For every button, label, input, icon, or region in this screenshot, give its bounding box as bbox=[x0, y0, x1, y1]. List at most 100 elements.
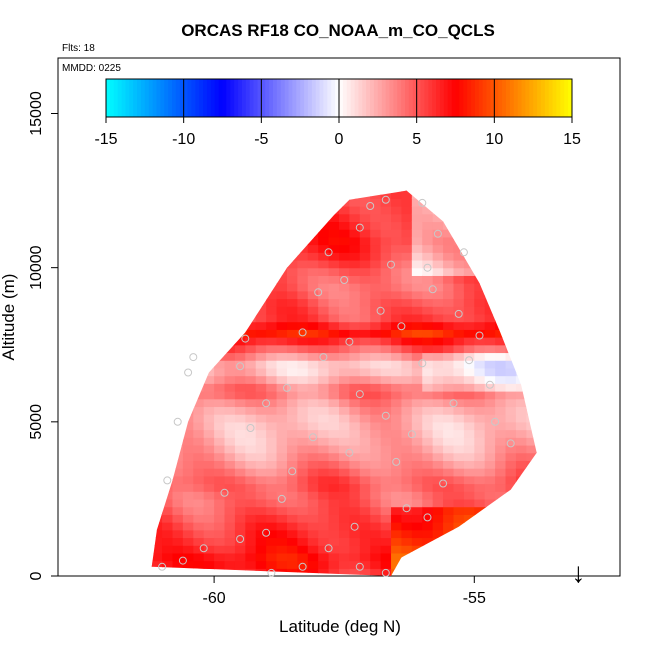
heat-cell bbox=[151, 437, 163, 446]
heat-cell bbox=[214, 483, 226, 492]
heat-cell bbox=[401, 421, 413, 431]
heat-cell bbox=[193, 437, 205, 446]
heat-cell bbox=[255, 290, 267, 300]
colorbar-swatch bbox=[249, 79, 255, 117]
heat-cell bbox=[339, 491, 351, 500]
sample-point bbox=[267, 568, 276, 577]
heat-cell bbox=[151, 460, 163, 469]
heat-cell bbox=[391, 298, 403, 307]
heat-cell bbox=[193, 298, 205, 307]
heat-cell bbox=[162, 283, 174, 292]
colorbar-swatch bbox=[137, 79, 142, 117]
heat-cell bbox=[151, 514, 153, 523]
heat-cell bbox=[255, 213, 267, 223]
heat-cell bbox=[370, 398, 382, 408]
heat-cell bbox=[297, 437, 309, 446]
heat-cell bbox=[359, 421, 371, 431]
heat-cell bbox=[484, 383, 496, 392]
heat-cell bbox=[391, 244, 403, 253]
heat-cell bbox=[359, 190, 371, 192]
heat-cell bbox=[526, 360, 537, 369]
heat-cell bbox=[359, 229, 371, 238]
heat-cell bbox=[453, 190, 465, 199]
heat-cell bbox=[286, 498, 298, 508]
heat-cell bbox=[484, 267, 496, 276]
heat-cell bbox=[359, 498, 371, 508]
heat-cell bbox=[443, 483, 455, 492]
heat-cell bbox=[203, 560, 215, 569]
heat-cell bbox=[422, 190, 434, 199]
heat-cell bbox=[463, 537, 475, 546]
heat-cell bbox=[391, 259, 403, 269]
heat-cell bbox=[505, 352, 517, 361]
heat-cell bbox=[537, 545, 548, 553]
heat-cell bbox=[266, 514, 278, 523]
heat-cell bbox=[339, 537, 351, 546]
heat-cell bbox=[328, 537, 340, 546]
heat-cell bbox=[193, 460, 205, 469]
heat-cell bbox=[484, 229, 496, 238]
heat-cell bbox=[203, 391, 215, 400]
heat-cell bbox=[349, 329, 361, 338]
colorbar-swatch bbox=[568, 79, 573, 117]
heat-cell bbox=[515, 360, 527, 369]
heat-cell bbox=[172, 398, 184, 408]
heat-cell bbox=[214, 337, 226, 346]
heat-cell bbox=[203, 306, 215, 315]
heat-cell bbox=[193, 444, 205, 454]
heat-cell bbox=[515, 491, 527, 500]
heat-cell bbox=[172, 429, 184, 438]
heat-cell bbox=[463, 429, 475, 438]
heat-cell bbox=[255, 283, 267, 292]
heat-cell bbox=[286, 206, 298, 215]
heat-cell bbox=[318, 306, 330, 315]
heat-cell bbox=[151, 213, 163, 223]
heat-cell bbox=[359, 206, 371, 215]
heat-cell bbox=[339, 406, 351, 415]
heat-cell bbox=[193, 421, 205, 431]
heat-cell bbox=[214, 460, 226, 469]
heat-cell bbox=[474, 206, 486, 215]
heat-cell bbox=[328, 421, 340, 431]
heat-cell bbox=[515, 529, 527, 539]
heat-cell bbox=[474, 375, 486, 384]
heat-cell bbox=[391, 229, 403, 238]
colorbar-swatch bbox=[245, 79, 251, 117]
heat-cell bbox=[370, 367, 382, 377]
heat-cell bbox=[495, 375, 507, 384]
heat-cell bbox=[432, 206, 444, 215]
heat-cell bbox=[193, 259, 205, 269]
heat-cell bbox=[453, 221, 465, 230]
heat-cell bbox=[349, 313, 361, 323]
heat-cell bbox=[297, 406, 309, 415]
heat-cell bbox=[453, 529, 465, 539]
heat-cell bbox=[182, 468, 194, 477]
heat-cell bbox=[318, 244, 330, 253]
heat-cell bbox=[380, 429, 392, 438]
heat-cell bbox=[182, 298, 194, 307]
heat-cell bbox=[182, 522, 194, 531]
colorbar-swatch bbox=[447, 79, 453, 117]
heat-cell bbox=[297, 221, 309, 230]
heat-cell bbox=[276, 383, 288, 392]
heat-cell bbox=[349, 267, 361, 276]
heat-cell bbox=[224, 491, 236, 500]
heat-cell bbox=[266, 545, 278, 554]
heat-cell bbox=[370, 190, 382, 199]
colorbar-swatch bbox=[556, 79, 561, 117]
heat-cell bbox=[359, 252, 371, 261]
heat-cell bbox=[193, 360, 205, 369]
heat-cell bbox=[505, 313, 517, 323]
heat-cell bbox=[255, 406, 267, 415]
heat-cell bbox=[193, 329, 205, 338]
heat-cell bbox=[286, 360, 298, 369]
heat-cell bbox=[422, 391, 434, 400]
heat-cell bbox=[151, 475, 163, 485]
heat-cell bbox=[255, 367, 267, 377]
heat-cell bbox=[526, 437, 537, 446]
heat-cell bbox=[328, 444, 340, 454]
colorbar-swatch bbox=[253, 79, 258, 117]
heat-cell bbox=[224, 375, 236, 384]
heat-cell bbox=[255, 506, 267, 515]
heat-cell bbox=[370, 221, 382, 230]
